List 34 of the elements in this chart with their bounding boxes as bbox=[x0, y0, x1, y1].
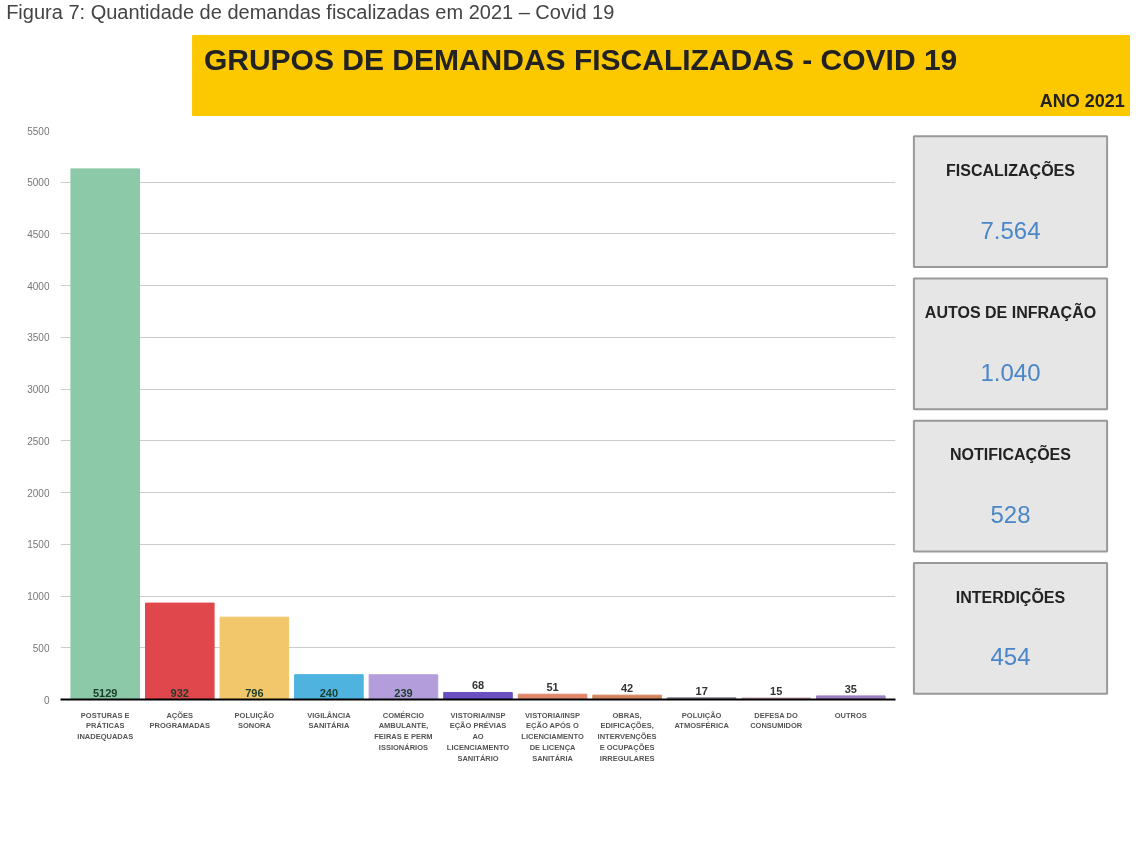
y-tick-label: 4500 bbox=[27, 228, 50, 240]
text: AUTOS DE INFRAÇÃO bbox=[924, 302, 1097, 322]
text: NOTIFICAÇÕES bbox=[950, 444, 1072, 464]
data-label: 42 bbox=[620, 682, 634, 695]
data-label: 15 bbox=[770, 684, 783, 697]
chart-subtitle: GRUPOS DE DEMANDAS FISCALIZADAS - COVID 19 bbox=[203, 42, 958, 76]
text: INTERDIÇÕES bbox=[955, 586, 1066, 606]
y-tick-label: 4000 bbox=[27, 280, 50, 292]
text: 528 bbox=[990, 501, 1031, 529]
y-tick-label: 3500 bbox=[27, 332, 50, 344]
y-tick-label: 2500 bbox=[27, 435, 50, 447]
data-label: 796 bbox=[245, 686, 264, 699]
data-label: 68 bbox=[471, 679, 485, 692]
y-tick-label: 5500 bbox=[27, 125, 50, 137]
y-tick-label: 1000 bbox=[27, 591, 50, 603]
data-label: 35 bbox=[844, 682, 857, 695]
y-tick-label: 5000 bbox=[27, 177, 50, 189]
y-tick-label: 2000 bbox=[27, 487, 50, 499]
text: 454 bbox=[990, 643, 1031, 671]
data-label: 239 bbox=[394, 686, 413, 699]
data-label: 17 bbox=[695, 684, 708, 697]
y-tick-label: 0 bbox=[43, 694, 50, 706]
chart-title: Figura 7: Quantidade de demandas fiscalizadas em 2021 – Covid 19 bbox=[6, 1, 615, 23]
data-label: 932 bbox=[170, 686, 189, 699]
text: 7.564 bbox=[980, 216, 1041, 244]
data-label: 5129 bbox=[93, 686, 118, 699]
data-label: 240 bbox=[319, 686, 339, 699]
data-label: 51 bbox=[546, 681, 559, 694]
text: FISCALIZAÇÕES bbox=[946, 159, 1076, 179]
text: 1.040 bbox=[980, 358, 1041, 386]
y-tick-label: 500 bbox=[32, 642, 50, 654]
y-tick-label: 1500 bbox=[27, 539, 50, 551]
text: ANO 2021 bbox=[1039, 90, 1125, 111]
y-tick-label: 3000 bbox=[27, 384, 50, 396]
